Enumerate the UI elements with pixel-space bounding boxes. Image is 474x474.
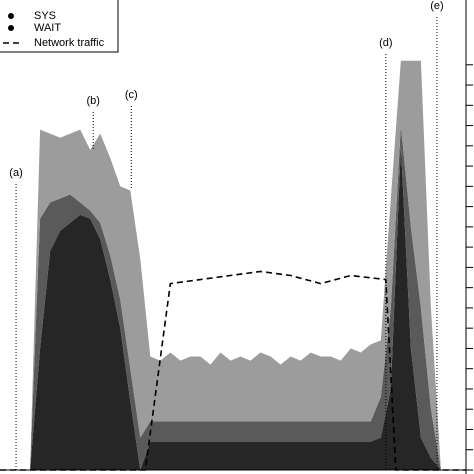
legend-label: SYS (34, 10, 56, 22)
line (0, 270, 466, 471)
annotation: (d) (379, 37, 392, 49)
area (0, 145, 461, 470)
legend-label: Network traffic (34, 37, 105, 49)
annotation: (a) (9, 167, 22, 179)
legend-label: WAIT (34, 22, 61, 34)
legend-marker (8, 25, 14, 31)
plot-area (0, 60, 466, 471)
annotation: (e) (430, 0, 443, 12)
area (0, 60, 461, 470)
legend-box (0, 0, 119, 53)
legend-label: USR (34, 0, 57, 2)
legend-marker (8, 13, 14, 19)
annotation: (c) (125, 89, 138, 101)
annotation: (b) (86, 95, 99, 107)
